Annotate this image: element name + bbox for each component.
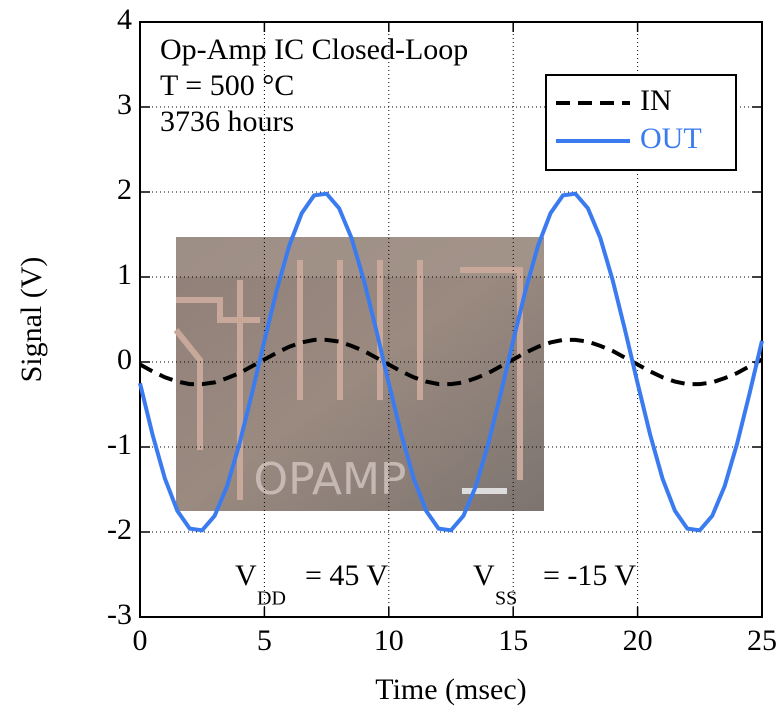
inset-label: OPAMP <box>254 454 407 505</box>
supply-subscript: DD <box>257 588 286 610</box>
data-line <box>139 337 763 387</box>
y-tick-label: 4 <box>117 3 132 36</box>
x-tick-label: 25 <box>747 624 777 657</box>
legend-box <box>545 74 737 171</box>
annotation: 3736 hours <box>160 105 294 138</box>
x-tick-label: 5 <box>257 624 272 657</box>
y-tick-label: 2 <box>117 173 132 206</box>
y-axis-label: Signal (V) <box>15 257 48 383</box>
supply-value: = -15 V <box>543 559 636 592</box>
inset-photo <box>173 237 544 511</box>
y-tick-label: 3 <box>117 88 132 121</box>
y-tick-label: 1 <box>117 258 132 291</box>
annotation: T = 500 °C <box>160 69 294 102</box>
x-axis-label: Time (msec) <box>375 673 526 706</box>
y-tick-label: -1 <box>107 428 132 461</box>
data-line <box>138 191 764 533</box>
plot-frame <box>139 21 763 618</box>
supply-symbol: V <box>473 559 495 592</box>
legend-label: IN <box>640 84 672 117</box>
supply-subscript: SS <box>495 588 517 610</box>
annotation: Op-Amp IC Closed-Loop <box>160 33 468 66</box>
x-tick-label: 15 <box>498 624 528 657</box>
x-tick-label: 10 <box>374 624 404 657</box>
y-tick-label: -2 <box>107 513 132 546</box>
x-tick-label: 0 <box>133 624 148 657</box>
supply-symbol: V <box>235 559 257 592</box>
legend-label: OUT <box>640 122 702 155</box>
supply-value: = 45 V <box>305 559 388 592</box>
x-tick-label: 20 <box>623 624 653 657</box>
y-tick-label: 0 <box>117 343 132 376</box>
y-tick-label: -3 <box>107 598 132 631</box>
